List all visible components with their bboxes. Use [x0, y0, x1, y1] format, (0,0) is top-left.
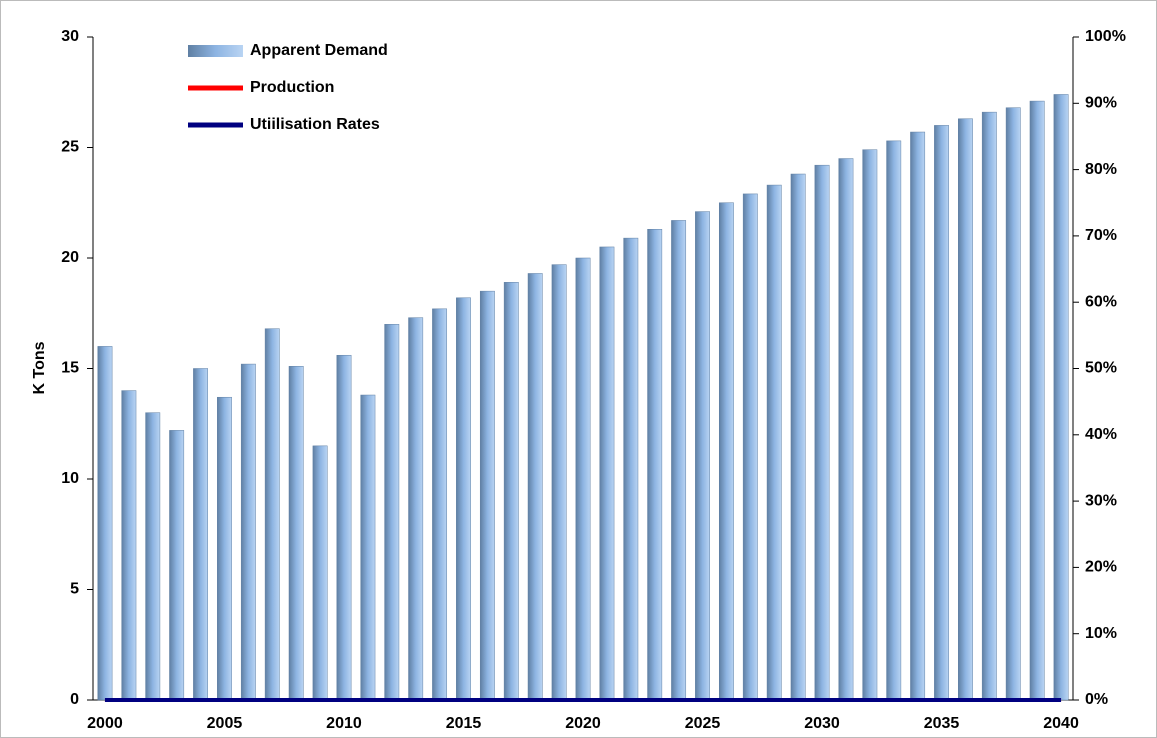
y-tick-label: 0 [70, 691, 79, 708]
bar [814, 164, 830, 701]
y-axis-label: K Tons [31, 341, 48, 394]
bar [886, 140, 902, 701]
bar [193, 368, 208, 701]
bar [695, 211, 710, 701]
bar [288, 366, 304, 701]
y2-tick-label: 80% [1085, 161, 1117, 178]
bar [527, 273, 543, 701]
y2-tick-label: 40% [1085, 426, 1117, 443]
x-tick-label: 2040 [1043, 715, 1079, 732]
bar [336, 354, 352, 701]
y2-tick-label: 0% [1085, 691, 1108, 708]
y2-tick-label: 30% [1085, 492, 1117, 509]
y-tick-label: 30 [61, 28, 79, 45]
bar [360, 394, 376, 701]
y2-tick-label: 50% [1085, 360, 1117, 377]
bar [1005, 107, 1021, 701]
bar [240, 363, 256, 701]
y-tick-label: 10 [61, 470, 79, 487]
bar [718, 202, 734, 701]
y2-tick-label: 60% [1085, 293, 1117, 310]
bar [169, 430, 185, 701]
x-tick-label: 2000 [87, 715, 123, 732]
bar [121, 390, 137, 701]
bar [599, 246, 615, 701]
bar [456, 297, 471, 701]
bar [790, 173, 806, 701]
y2-tick-label: 10% [1085, 625, 1117, 642]
bar [408, 317, 424, 701]
bar [551, 264, 567, 701]
bar [958, 118, 973, 701]
y-tick-label: 15 [61, 360, 79, 377]
x-tick-label: 2035 [924, 715, 960, 732]
bar [575, 257, 591, 701]
bar [97, 346, 113, 701]
bar [647, 229, 663, 701]
bar [503, 282, 519, 701]
legend-swatch [188, 45, 243, 57]
bar [742, 193, 758, 701]
bar [312, 445, 328, 701]
bar [217, 396, 232, 701]
y2-tick-label: 20% [1085, 559, 1117, 576]
bar [910, 131, 926, 701]
bar [838, 158, 854, 701]
bar [145, 412, 161, 701]
legend-label: Apparent Demand [250, 42, 388, 59]
x-tick-label: 2015 [446, 715, 482, 732]
bar [623, 237, 639, 701]
y2-tick-label: 100% [1085, 28, 1126, 45]
x-tick-label: 2020 [565, 715, 601, 732]
y2-tick-label: 70% [1085, 227, 1117, 244]
legend-label: Production [250, 79, 334, 96]
x-tick-label: 2025 [685, 715, 721, 732]
x-tick-label: 2030 [804, 715, 840, 732]
x-tick-label: 2005 [207, 715, 243, 732]
x-tick-label: 2010 [326, 715, 362, 732]
y2-tick-label: 90% [1085, 95, 1117, 112]
bar [432, 308, 448, 701]
bar [1053, 94, 1069, 701]
bar [384, 324, 400, 701]
bar [1029, 100, 1045, 701]
bar [479, 290, 495, 701]
bar [981, 111, 997, 701]
bar [862, 149, 878, 701]
bar [671, 220, 687, 701]
y-tick-label: 25 [61, 139, 79, 156]
y-tick-label: 5 [70, 581, 79, 598]
bar [934, 125, 949, 701]
bar [264, 328, 280, 701]
bar [766, 184, 782, 701]
legend-label: Utiilisation Rates [250, 116, 380, 133]
y-tick-label: 20 [61, 249, 79, 266]
